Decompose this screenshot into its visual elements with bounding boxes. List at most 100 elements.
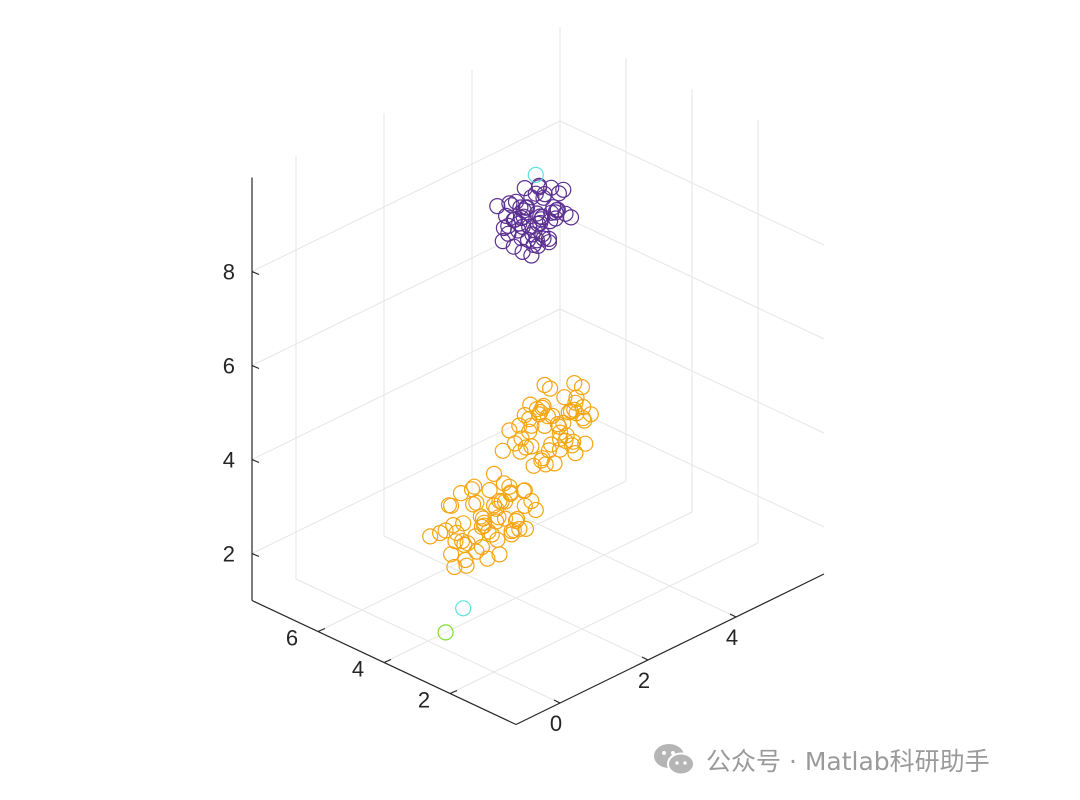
x-axis-line [515,573,825,726]
data-point [493,493,510,510]
data-point [463,481,481,498]
axes [251,177,825,726]
data-point [517,439,535,456]
data-point [481,482,498,499]
data-point [549,416,566,433]
data-point [516,482,533,499]
y-tick-label: 2 [418,688,430,713]
data-point [422,528,439,545]
data-point [458,557,475,574]
data-point [534,399,551,416]
data-point [489,531,506,548]
data-point [446,558,463,576]
data-point [524,226,541,243]
data-point [574,410,592,427]
data-point [550,185,568,202]
grid-line [251,308,561,460]
data-point [443,497,460,514]
data-point [523,189,540,206]
data-point [505,238,522,255]
data-point [541,380,559,397]
data-point [443,546,460,563]
grid-line [251,214,561,366]
x-tick-label: 2 [638,668,650,693]
z-tick-label: 2 [223,542,235,567]
data-point [551,441,569,458]
data-point [494,442,511,459]
y-tick [449,689,458,695]
data-point [512,443,529,460]
z-tick [251,458,260,464]
data-point [556,389,573,406]
y-tick [317,627,326,633]
data-point [521,411,538,428]
data-point [495,219,512,237]
data-point [516,407,533,424]
data-point [573,379,591,396]
z-tick [251,552,260,558]
data-point [517,199,535,216]
data-point [519,231,537,248]
data-point [485,497,503,514]
data-point [508,510,526,528]
y-tick [383,658,392,664]
grid-line [449,542,759,694]
x-tick [553,699,561,704]
z-tick-label: 8 [223,260,235,285]
data-point [476,514,493,531]
wechat-icon [654,744,695,776]
data-point [551,424,569,441]
data-point [502,484,519,501]
data-point [501,478,518,495]
tick-labels: 0 2 4 2 4 6 2 4 6 8 [223,260,738,737]
data-point [535,189,552,206]
data-point [555,181,572,198]
data-point [527,185,544,202]
x-tick-label: 4 [726,625,738,650]
data-point [566,375,583,392]
data-point [501,195,518,212]
data-point [563,437,581,454]
grid-line [559,120,825,246]
data-point [567,445,584,462]
data-point [485,465,503,482]
data-point [527,501,544,519]
grid-line [383,511,693,663]
data-point [527,166,544,183]
data-point [483,526,500,543]
grid-line [559,308,825,434]
data-point [534,226,551,243]
data-point [455,600,472,617]
grid-line [251,402,561,554]
watermark-text: 公众号 · Matlab科研助手 [706,747,990,776]
data-point [528,205,546,222]
data-point [448,524,465,542]
data-point [505,211,522,229]
z-tick [251,270,260,276]
data-point [490,509,507,526]
data-point [506,435,524,452]
z-tick-label: 4 [223,448,235,473]
data-point [496,510,514,527]
data-point [468,543,485,560]
grid-line [559,402,825,528]
data-point [452,485,470,502]
data-point [456,536,473,554]
watermark: 公众号 · Matlab科研助手 [652,740,990,780]
data-point [498,207,515,224]
data-point [507,512,525,530]
data-point [505,522,522,539]
data-point [466,478,483,495]
y-tick-label: 6 [286,626,298,651]
data-point [529,237,547,254]
data-point [437,624,454,641]
x-tick-label: 0 [550,711,562,736]
data-point [516,180,533,197]
z-tick [251,364,260,370]
data-point [528,232,546,249]
z-tick-label: 6 [223,354,235,379]
data-point [523,492,540,510]
data-point [489,198,506,215]
data-point [549,201,566,218]
